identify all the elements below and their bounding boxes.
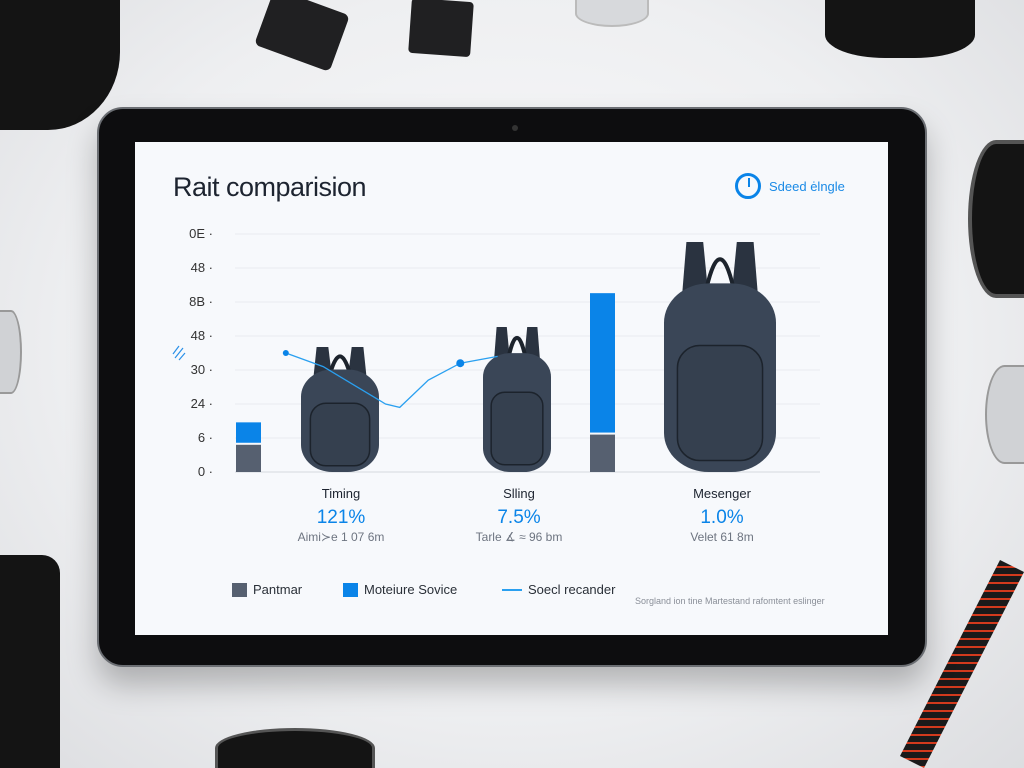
- y-tick-label: 30 ·: [190, 362, 213, 377]
- line-point: [282, 350, 289, 356]
- lens-cap: [575, 0, 649, 27]
- camera-body-bottom-left: [0, 555, 60, 768]
- camera-lens-bottom: [215, 728, 375, 768]
- chart-plot: [172, 233, 820, 473]
- category-percent: 7.5%: [497, 507, 541, 528]
- y-tick-label: 8B ·: [189, 294, 213, 309]
- legend-label: Moteiure Sovice: [364, 582, 458, 597]
- signal-icon: [172, 345, 186, 361]
- sd-card: [254, 0, 350, 72]
- category-name: Slling: [503, 486, 535, 501]
- camera-strap: [900, 560, 1024, 768]
- category-subtitle: Tarle ∡ ≈ 96 bm: [475, 530, 563, 544]
- timer-icon: [735, 173, 761, 199]
- sd-card: [408, 0, 474, 58]
- backpack-image: [664, 242, 776, 472]
- legend-item-soecl: Soecl recander: [502, 582, 615, 597]
- y-tick-label: 48 ·: [190, 260, 213, 275]
- category-messenger: Mesenger 1.0% Velet 61 8m: [642, 486, 802, 544]
- legend-item-moteiure: Moteiure Sovice: [343, 582, 457, 597]
- speed-badge[interactable]: Sdeed ėlngle: [735, 173, 845, 199]
- front-camera: [512, 125, 518, 131]
- lens-right: [968, 140, 1024, 298]
- category-sling: Slling 7.5% Tarle ∡ ≈ 96 bm: [439, 486, 599, 544]
- speed-badge-label: Sdeed ėlngle: [769, 178, 845, 194]
- footnote: Sorgland ion tine Martestand rafomtent e…: [635, 596, 825, 606]
- line-point: [456, 359, 465, 368]
- legend-label: Pantmar: [253, 582, 303, 597]
- backpack-image: [483, 327, 551, 472]
- bar-pantmar: [236, 444, 261, 472]
- camera-lens-top-left: [0, 0, 120, 130]
- bar-pantmar: [590, 434, 615, 472]
- category-timing: Timing 121% Aimi≻e 1 07 6m: [261, 486, 421, 544]
- category-name: Mesenger: [693, 486, 751, 501]
- legend-line: [502, 588, 522, 591]
- tablet: Rait comparision Sdeed ėlngle 0 · 6 · 24 ·…: [97, 107, 927, 667]
- bar-moteiure-sovice: [236, 422, 261, 443]
- legend-item-pantmar: Pantmar: [232, 582, 302, 597]
- legend-label: Soecl recander: [528, 582, 616, 597]
- y-tick-label: 48 ·: [190, 328, 213, 343]
- lens-cap-left: [0, 310, 22, 394]
- category-subtitle: Velet 61 8m: [690, 530, 754, 544]
- category-percent: 1.0%: [700, 507, 744, 528]
- lens-cap-right: [985, 365, 1024, 464]
- backpack-image: [301, 347, 379, 472]
- legend-swatch: [343, 582, 358, 597]
- camera-lens-top-right: [825, 0, 975, 58]
- screen: Rait comparision Sdeed ėlngle 0 · 6 · 24 ·…: [135, 142, 888, 635]
- page-title: Rait comparision: [173, 172, 367, 202]
- y-tick-label: 0E ·: [189, 226, 213, 241]
- category-percent: 121%: [316, 507, 366, 528]
- y-tick-label: 0 ·: [197, 464, 213, 479]
- category-name: Timing: [321, 486, 361, 501]
- category-subtitle: Aimi≻e 1 07 6m: [297, 530, 385, 544]
- bar-moteiure-sovice: [590, 293, 615, 433]
- y-tick-label: 6 ·: [197, 430, 213, 445]
- legend-swatch: [232, 582, 247, 597]
- y-tick-label: 24 ·: [190, 396, 213, 411]
